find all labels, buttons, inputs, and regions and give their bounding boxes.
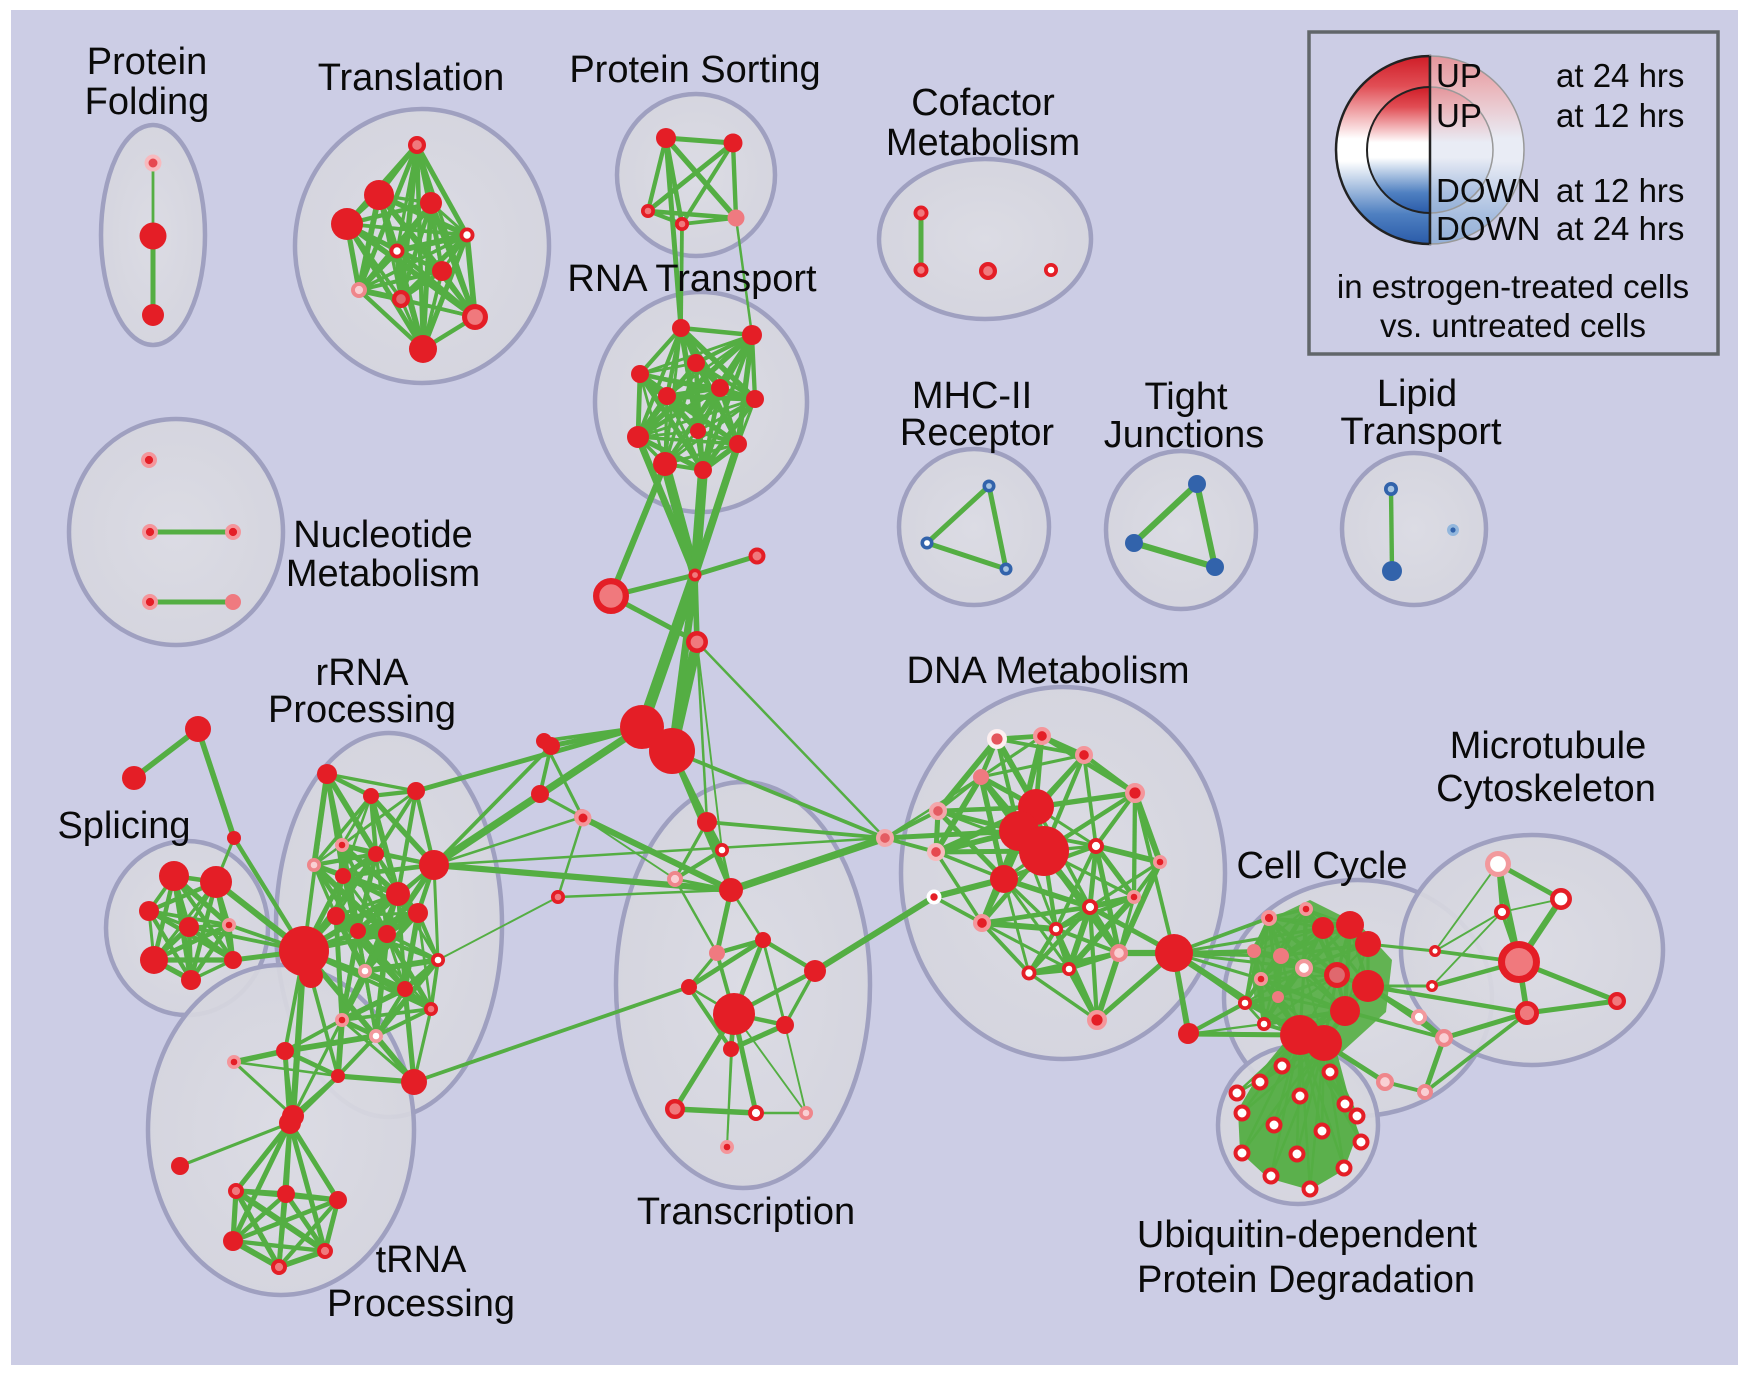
- svg-text:Metabolism: Metabolism: [886, 122, 1080, 164]
- svg-text:DOWN: DOWN: [1436, 210, 1540, 247]
- svg-text:Processing: Processing: [268, 689, 456, 731]
- svg-text:Ubiquitin-dependent: Ubiquitin-dependent: [1137, 1214, 1478, 1256]
- svg-text:Protein Sorting: Protein Sorting: [569, 49, 820, 91]
- svg-text:Transport: Transport: [1340, 411, 1502, 453]
- svg-text:RNA Transport: RNA Transport: [567, 258, 817, 300]
- svg-text:rRNA: rRNA: [316, 652, 410, 694]
- svg-text:DNA Metabolism: DNA Metabolism: [907, 650, 1190, 692]
- svg-text:Nucleotide: Nucleotide: [293, 514, 473, 556]
- svg-text:vs. untreated cells: vs. untreated cells: [1380, 307, 1646, 344]
- svg-text:Protein Degradation: Protein Degradation: [1137, 1259, 1475, 1301]
- svg-text:Cell Cycle: Cell Cycle: [1236, 845, 1407, 887]
- svg-text:Cytoskeleton: Cytoskeleton: [1436, 768, 1656, 810]
- svg-text:tRNA: tRNA: [376, 1239, 467, 1281]
- svg-text:in estrogen-treated cells: in estrogen-treated cells: [1337, 268, 1689, 305]
- svg-text:MHC-II: MHC-II: [912, 375, 1032, 417]
- svg-text:at 12 hrs: at 12 hrs: [1556, 172, 1684, 209]
- svg-text:Protein: Protein: [87, 41, 207, 83]
- svg-text:Microtubule: Microtubule: [1450, 725, 1646, 767]
- svg-text:Translation: Translation: [318, 57, 505, 99]
- svg-text:UP: UP: [1436, 97, 1482, 134]
- svg-text:Lipid: Lipid: [1377, 373, 1457, 415]
- svg-text:Folding: Folding: [85, 81, 210, 123]
- svg-text:Tight: Tight: [1144, 376, 1228, 418]
- svg-text:Processing: Processing: [327, 1283, 515, 1325]
- svg-text:at 24 hrs: at 24 hrs: [1556, 57, 1684, 94]
- svg-text:Metabolism: Metabolism: [286, 553, 480, 595]
- svg-text:at 12 hrs: at 12 hrs: [1556, 97, 1684, 134]
- svg-text:at 24 hrs: at 24 hrs: [1556, 210, 1684, 247]
- svg-text:UP: UP: [1436, 57, 1482, 94]
- svg-text:Cofactor: Cofactor: [911, 82, 1055, 124]
- svg-text:Receptor: Receptor: [900, 412, 1055, 454]
- svg-text:Junctions: Junctions: [1104, 414, 1265, 456]
- svg-text:DOWN: DOWN: [1436, 172, 1540, 209]
- svg-text:Transcription: Transcription: [637, 1191, 855, 1233]
- svg-text:Splicing: Splicing: [57, 805, 190, 847]
